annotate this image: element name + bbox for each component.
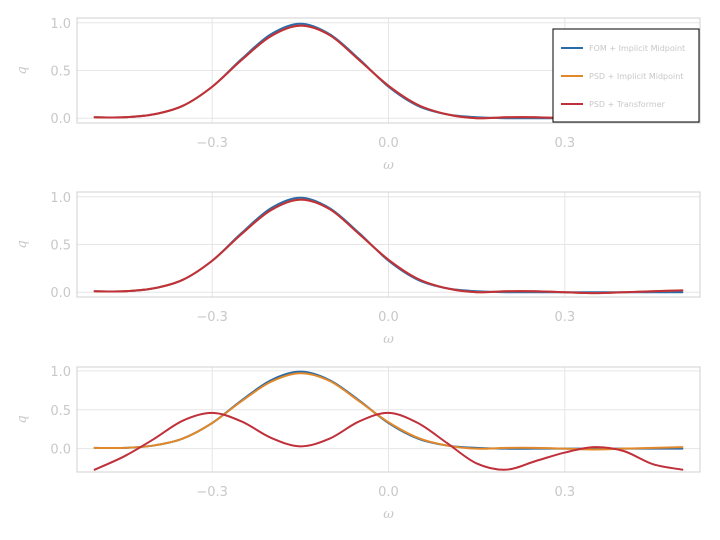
- subplot-3: −0.3 0.0 0.3 0.0 0.5 1.0 ω q: [15, 365, 701, 522]
- y-tick-label: 0.5: [50, 239, 71, 254]
- x-tick-label: 0.3: [554, 136, 575, 151]
- legend-label: PSD + Transformer: [589, 100, 666, 109]
- y-axis-label: q: [15, 415, 30, 423]
- x-tick-label: −0.3: [196, 136, 228, 151]
- series-line-3: [93, 198, 684, 295]
- y-tick-label: 1.0: [50, 191, 71, 206]
- y-tick-label: 0.5: [50, 404, 71, 419]
- y-axis-label: q: [15, 240, 30, 248]
- series-line-2: [93, 372, 684, 451]
- series-line-3: [93, 411, 684, 471]
- x-tick-label: −0.3: [196, 310, 228, 325]
- x-tick-label: 0.3: [554, 310, 575, 325]
- x-tick-label: 0.0: [378, 136, 399, 151]
- y-tick-label: 0.0: [50, 286, 71, 301]
- y-axis-label: q: [15, 66, 30, 74]
- legend-label: PSD + Implicit Midpoint: [589, 72, 683, 81]
- axes-frame: [76, 191, 701, 298]
- x-tick-label: 0.3: [554, 485, 575, 500]
- y-tick-label: 1.0: [50, 365, 71, 380]
- axes-frame: [76, 17, 701, 124]
- subplot-1: −0.3 0.0 0.3 0.0 0.5 1.0 ω q FOM + Implicit Midp…: [15, 17, 701, 173]
- x-tick-label: −0.3: [196, 485, 228, 500]
- y-tick-label: 0.0: [50, 112, 71, 127]
- x-axis-label: ω: [383, 332, 394, 347]
- y-tick-label: 0.0: [50, 443, 71, 458]
- y-tick-label: 1.0: [50, 17, 71, 32]
- axes-frame: [76, 366, 701, 473]
- legend-box: [552, 28, 700, 123]
- x-tick-label: 0.0: [378, 310, 399, 325]
- legend: FOM + Implicit Midpoint PSD + Implicit Mi…: [552, 28, 700, 123]
- legend-label: FOM + Implicit Midpoint: [589, 44, 685, 53]
- y-tick-label: 0.5: [50, 65, 71, 80]
- x-tick-label: 0.0: [378, 485, 399, 500]
- subplot-2: −0.3 0.0 0.3 0.0 0.5 1.0 ω q: [15, 191, 701, 347]
- x-axis-label: ω: [383, 158, 394, 173]
- x-axis-label: ω: [383, 507, 394, 522]
